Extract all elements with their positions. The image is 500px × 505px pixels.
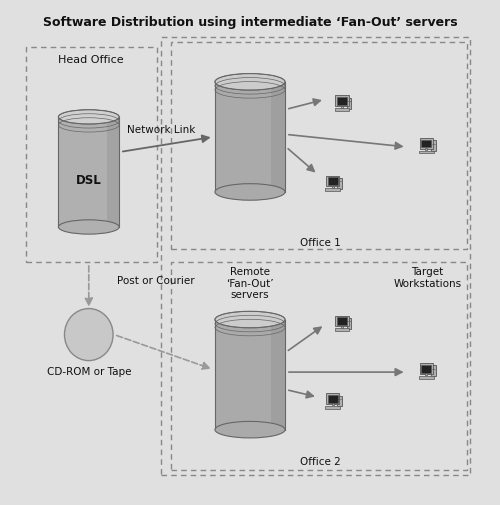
Bar (337, 318, 347, 325)
Bar (341, 107, 343, 109)
Text: Office 2: Office 2 (300, 457, 341, 466)
Text: DSL: DSL (76, 174, 102, 186)
Bar (346, 318, 352, 329)
Bar (271, 320, 285, 430)
Bar (338, 396, 342, 407)
Bar (335, 329, 349, 331)
Ellipse shape (58, 111, 119, 125)
Bar (421, 365, 432, 373)
Bar (420, 364, 433, 374)
Text: Network Link: Network Link (127, 125, 196, 135)
Text: Office 1: Office 1 (300, 237, 341, 247)
Bar (421, 140, 432, 148)
Bar (26, 48, 156, 263)
Bar (170, 263, 468, 470)
Text: CD-ROM or Tape: CD-ROM or Tape (46, 367, 131, 376)
Bar (425, 149, 428, 151)
Bar (338, 178, 342, 189)
Ellipse shape (215, 74, 285, 91)
Text: Software Distribution using intermediate ‘Fan-Out’ servers: Software Distribution using intermediate… (42, 16, 458, 29)
Bar (419, 376, 434, 379)
Bar (58, 118, 119, 228)
Bar (335, 109, 349, 112)
Bar (332, 403, 334, 406)
Bar (346, 98, 352, 110)
Text: Target
Workstations: Target Workstations (394, 267, 462, 288)
Bar (332, 186, 334, 188)
Bar (326, 393, 340, 405)
Bar (170, 43, 468, 250)
Bar (419, 152, 434, 154)
Bar (337, 98, 347, 106)
Bar (271, 83, 285, 192)
Bar (215, 83, 285, 192)
Bar (341, 326, 343, 328)
Ellipse shape (58, 220, 119, 235)
Bar (161, 38, 470, 475)
Bar (431, 366, 436, 377)
Bar (326, 189, 340, 191)
Ellipse shape (215, 422, 285, 438)
Ellipse shape (215, 312, 285, 328)
Ellipse shape (215, 184, 285, 201)
Text: Post or Courier: Post or Courier (117, 275, 194, 285)
Bar (326, 406, 340, 409)
Bar (425, 374, 428, 376)
Bar (420, 139, 433, 149)
Circle shape (64, 309, 113, 361)
Bar (328, 395, 338, 403)
Bar (107, 118, 119, 228)
Bar (431, 141, 436, 152)
Bar (326, 176, 340, 187)
Text: Remote
‘Fan-Out’
servers: Remote ‘Fan-Out’ servers (226, 267, 274, 299)
Bar (215, 320, 285, 430)
Bar (336, 316, 349, 327)
Text: Head Office: Head Office (58, 55, 124, 65)
Bar (328, 178, 338, 185)
Bar (336, 96, 349, 107)
